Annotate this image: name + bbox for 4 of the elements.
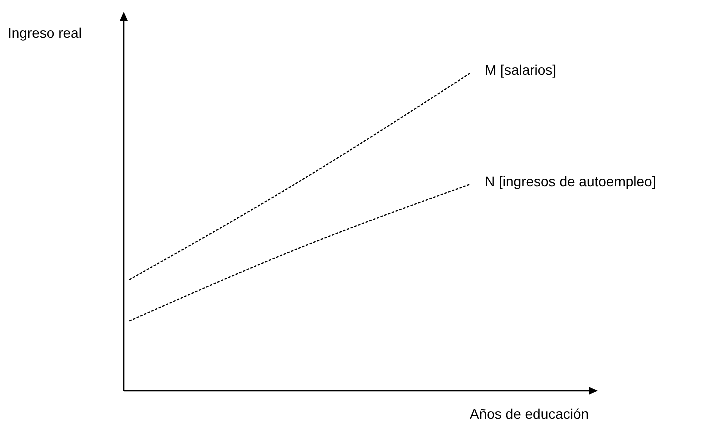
y-axis-title: Ingreso real — [8, 25, 82, 41]
x-axis-title: Años de educación — [470, 406, 590, 422]
series-label: N [ingresos de autoempleo] — [485, 173, 656, 190]
series-label: M [salarios] — [485, 62, 557, 78]
